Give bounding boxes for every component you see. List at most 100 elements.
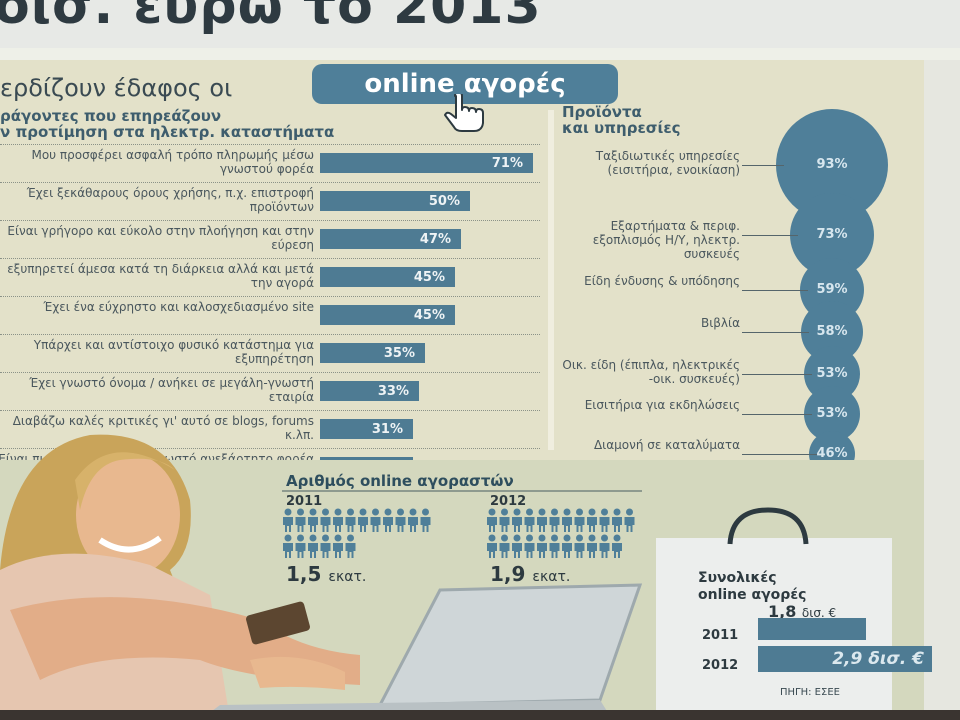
- person-icon: [612, 508, 622, 532]
- buyers-year-2011: 2011: [286, 494, 323, 509]
- person-icon: [537, 534, 547, 558]
- products-title-line1: Προϊόντα: [562, 103, 642, 121]
- online-shopping-pill: online αγορές: [312, 64, 618, 104]
- factor-bar: 50%: [320, 191, 470, 211]
- person-icon: [599, 508, 610, 532]
- person-icon: [320, 534, 331, 558]
- page-edge: [924, 60, 960, 720]
- headline: οισ. ευρώ το 2013: [0, 0, 960, 48]
- factor-value-label: 31%: [371, 422, 403, 437]
- buyers-count-2012: 1,9 εκατ.: [490, 562, 570, 586]
- factor-label: Διαβάζω καλές κριτικές γι' αυτό σε blogs…: [12, 414, 314, 442]
- person-icon: [358, 508, 368, 532]
- product-label: Διαμονή σε καταλύματα: [593, 438, 740, 452]
- person-icon: [537, 508, 547, 532]
- factor-row: εξυπηρετεί άμεσα κατά τη διάρκεια αλλά κ…: [0, 258, 540, 296]
- factors-title-line1: ράγοντες που επηρεάζουν: [0, 107, 222, 125]
- factor-value-label: 71%: [491, 156, 523, 171]
- person-icon: [612, 534, 622, 558]
- total-bar: 2,9 δισ. €: [758, 646, 932, 672]
- woman-with-laptop-photo: [0, 434, 643, 720]
- factor-row: Διαβάζω καλές κριτικές γι' αυτό σε blogs…: [0, 410, 540, 448]
- factor-row: Μου προσφέρει ασφαλή τρόπο πληρωμής μέσω…: [0, 144, 540, 182]
- factor-bar: 45%: [320, 267, 455, 287]
- person-icon: [283, 534, 293, 558]
- person-icon: [562, 534, 572, 558]
- total-2011-unit: δισ. €: [801, 606, 837, 620]
- factor-label: Είναι γρήγορο και εύκολο στην πλοήγηση κ…: [7, 224, 314, 252]
- totals-title-line2: online αγορές: [698, 587, 807, 603]
- total-2011-number: 1,8: [768, 602, 797, 621]
- products-title-line2: και υπηρεσίες: [562, 119, 681, 137]
- person-icon: [395, 508, 406, 532]
- person-icon: [308, 508, 318, 532]
- people-icons-2011: [283, 508, 431, 558]
- factor-label: Έχει γνωστό όνομα / ανήκει σε μεγάλη-γνω…: [29, 376, 314, 404]
- factor-bar: 31%: [320, 419, 413, 439]
- factor-row: Έχει ένα εύχρηστο και καλοσχεδιασμένο si…: [0, 296, 540, 334]
- person-icon: [333, 534, 343, 558]
- factor-value-label: 33%: [377, 384, 409, 399]
- buyers-count-2012-unit: εκατ.: [532, 569, 571, 585]
- factor-row: Έχει γνωστό όνομα / ανήκει σε μεγάλη-γνω…: [0, 372, 540, 410]
- product-leader-line: [742, 165, 784, 166]
- factor-label: Μου προσφέρει ασφαλή τρόπο πληρωμής μέσω…: [31, 148, 314, 176]
- product-label: Εισιτήρια για εκδηλώσεις: [584, 398, 740, 412]
- factor-bar: 71%: [320, 153, 533, 173]
- person-icon: [283, 508, 293, 532]
- factor-value-label: 45%: [413, 270, 445, 285]
- factor-label: Έχει ένα εύχρηστο και καλοσχεδιασμένο si…: [43, 300, 314, 314]
- product-label: Είδη ένδυσης & υπόδησης: [584, 274, 740, 288]
- buyers-year-2012: 2012: [490, 494, 527, 509]
- person-icon: [487, 534, 497, 558]
- person-icon: [574, 508, 585, 532]
- person-icon: [549, 508, 560, 532]
- person-icon: [383, 508, 393, 532]
- column-divider: [548, 110, 554, 450]
- product-label: Οικ. είδη (έπιπλα, ηλεκτρικές -οικ. συσκ…: [562, 358, 740, 386]
- person-icon: [512, 534, 522, 558]
- person-icon: [295, 534, 306, 558]
- person-icon: [599, 534, 610, 558]
- person-icon: [345, 534, 356, 558]
- product-leader-line: [742, 454, 817, 455]
- factor-value-label: 45%: [413, 308, 445, 323]
- product-leader-line: [742, 374, 812, 375]
- factor-label: εξυπηρετεί άμεσα κατά τη διάρκεια αλλά κ…: [7, 262, 314, 290]
- bag-handle-icon: [727, 507, 809, 545]
- buyers-title: Αριθμός online αγοραστών: [286, 472, 514, 490]
- buyers-count-2011-value: 1,5: [286, 562, 322, 586]
- subtitle: ερδίζουν έδαφος οι: [0, 74, 233, 102]
- person-icon: [587, 508, 597, 532]
- person-icon: [420, 508, 431, 532]
- product-label: Βιβλία: [700, 316, 740, 330]
- factor-bar: 33%: [320, 381, 419, 401]
- hand-cursor-icon: [444, 94, 484, 132]
- product-leader-line: [742, 290, 808, 291]
- person-icon: [624, 508, 635, 532]
- person-icon: [587, 534, 597, 558]
- factors-title-line2: ν προτίμηση στα ηλεκτρ. καταστήματα: [0, 123, 335, 141]
- product-label: Ταξιδιωτικές υπηρεσίες (εισιτήρια, ενοικ…: [595, 149, 740, 177]
- person-icon: [345, 508, 356, 532]
- factor-value-label: 47%: [419, 232, 451, 247]
- factor-row: Έχει ξεκάθαρους όρους χρήσης, π.χ. επιστ…: [0, 182, 540, 220]
- person-icon: [562, 508, 572, 532]
- factor-bar: 47%: [320, 229, 461, 249]
- person-icon: [499, 508, 510, 532]
- total-bar: [758, 618, 866, 640]
- person-icon: [295, 508, 306, 532]
- totals-title-line1: Συνολικές: [698, 570, 777, 586]
- person-icon: [524, 508, 535, 532]
- person-icon: [320, 508, 331, 532]
- totals-title: Συνολικές online αγορές: [698, 570, 806, 604]
- person-icon: [499, 534, 510, 558]
- factor-label: Έχει ξεκάθαρους όρους χρήσης, π.χ. επιστ…: [26, 186, 314, 214]
- top-band: [0, 48, 960, 60]
- person-icon: [370, 508, 381, 532]
- person-icon: [574, 534, 585, 558]
- total-2012-year: 2012: [702, 658, 739, 673]
- person-icon: [408, 508, 418, 532]
- person-icon: [512, 508, 522, 532]
